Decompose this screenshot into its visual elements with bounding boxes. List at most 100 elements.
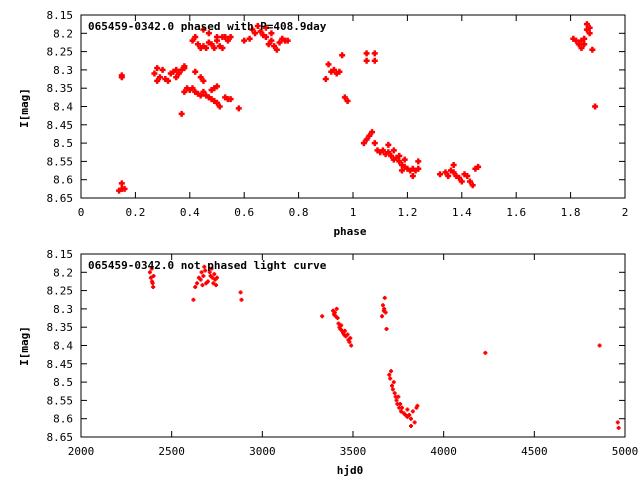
data-point	[268, 30, 275, 37]
unphased-plot-y-axis-label: I[mag]	[18, 326, 31, 366]
phased-plot-y-ticks: 8.15 8.2 8.25 8.3 8.35 8.4 8.45 8.5 8.55 8.6 8.65	[47, 9, 625, 205]
unphased-plot-points	[147, 264, 621, 430]
data-point	[396, 394, 401, 399]
data-point	[399, 409, 404, 414]
x-tick-label: 0.4	[180, 206, 200, 219]
data-point	[159, 66, 166, 73]
y-tick-label: 8.4	[53, 101, 73, 114]
data-point	[216, 103, 223, 110]
data-point	[197, 92, 204, 99]
data-point	[154, 77, 161, 84]
data-point	[257, 28, 264, 35]
data-point	[320, 314, 325, 319]
data-point	[149, 266, 154, 271]
data-point	[360, 140, 367, 147]
data-point	[363, 57, 370, 64]
data-point	[207, 270, 212, 275]
data-point	[415, 165, 422, 172]
data-point	[181, 63, 188, 70]
y-tick-label: 8.45	[47, 119, 74, 132]
data-point	[200, 283, 205, 288]
phased-plot-x-ticks: 0 0.2 0.4 0.6 0.8 1 1.2 1.4 1.6 1.8 2	[78, 15, 628, 219]
data-point	[391, 380, 396, 385]
data-point	[199, 270, 204, 275]
data-point	[178, 110, 185, 117]
y-tick-label: 8.55	[47, 155, 74, 168]
data-point	[615, 420, 620, 425]
y-tick-label: 8.35	[47, 321, 74, 334]
data-point	[409, 416, 414, 421]
data-point	[154, 65, 161, 72]
data-point	[235, 105, 242, 112]
y-tick-label: 8.15	[47, 9, 74, 22]
y-tick-label: 8.6	[53, 413, 73, 426]
data-point	[405, 414, 410, 419]
data-point	[578, 44, 585, 51]
data-point	[165, 77, 172, 84]
data-point	[189, 37, 196, 44]
data-point	[458, 178, 465, 185]
data-point	[241, 37, 248, 44]
unphased-plot-x-ticks: 2000 2500 3000 3500 4000 4500 5000	[68, 254, 638, 458]
data-point	[211, 44, 218, 51]
data-point	[398, 167, 405, 174]
data-point	[262, 33, 269, 40]
data-point	[335, 316, 340, 321]
y-tick-label: 8.6	[53, 174, 73, 187]
phased-plot-points	[116, 21, 599, 194]
data-point	[205, 279, 210, 284]
data-point	[254, 22, 261, 29]
data-point	[219, 33, 226, 40]
data-point	[215, 275, 219, 280]
phased-plot: 8.158.28.258.38.358.48.458.58.558.68.65 …	[18, 9, 628, 238]
data-point	[201, 273, 206, 278]
data-point	[382, 295, 387, 300]
data-point	[388, 376, 393, 381]
y-tick-label: 8.35	[47, 82, 74, 95]
data-point	[371, 140, 378, 147]
data-point	[385, 149, 392, 156]
data-point	[121, 185, 128, 192]
data-point	[203, 44, 210, 51]
data-point	[450, 169, 457, 176]
x-tick-label: 2500	[158, 445, 185, 458]
data-point	[475, 163, 482, 170]
x-tick-label: 4500	[521, 445, 548, 458]
y-tick-label: 8.65	[47, 192, 74, 205]
data-point	[265, 41, 272, 48]
unphased-plot-x-axis-label: hjd0	[337, 464, 364, 477]
data-point	[151, 273, 156, 278]
data-point	[322, 76, 329, 83]
data-point	[173, 74, 180, 81]
data-point	[379, 147, 386, 154]
data-point	[388, 152, 395, 159]
data-point	[450, 162, 457, 169]
data-point	[200, 88, 207, 95]
data-point	[151, 284, 156, 289]
data-point	[469, 182, 476, 189]
data-point	[415, 158, 422, 165]
x-tick-label: 0	[78, 206, 85, 219]
data-point	[191, 297, 196, 302]
data-point	[227, 33, 234, 40]
data-point	[349, 343, 354, 348]
data-point	[398, 402, 403, 407]
data-point	[200, 26, 207, 33]
y-tick-label: 8.2	[53, 266, 73, 279]
data-point	[389, 369, 394, 374]
data-point	[336, 68, 343, 75]
y-tick-label: 8.5	[53, 376, 73, 389]
x-tick-label: 1.8	[561, 206, 581, 219]
data-point	[203, 268, 208, 273]
data-point	[409, 424, 414, 429]
x-tick-label: 1.4	[452, 206, 472, 219]
y-tick-label: 8.3	[53, 64, 73, 77]
data-point	[334, 306, 339, 311]
data-point	[586, 30, 593, 37]
data-point	[214, 99, 220, 106]
x-tick-label: 0.6	[234, 206, 254, 219]
data-point	[214, 283, 219, 288]
data-point	[466, 178, 473, 185]
data-point	[616, 425, 621, 430]
data-point	[383, 310, 388, 315]
